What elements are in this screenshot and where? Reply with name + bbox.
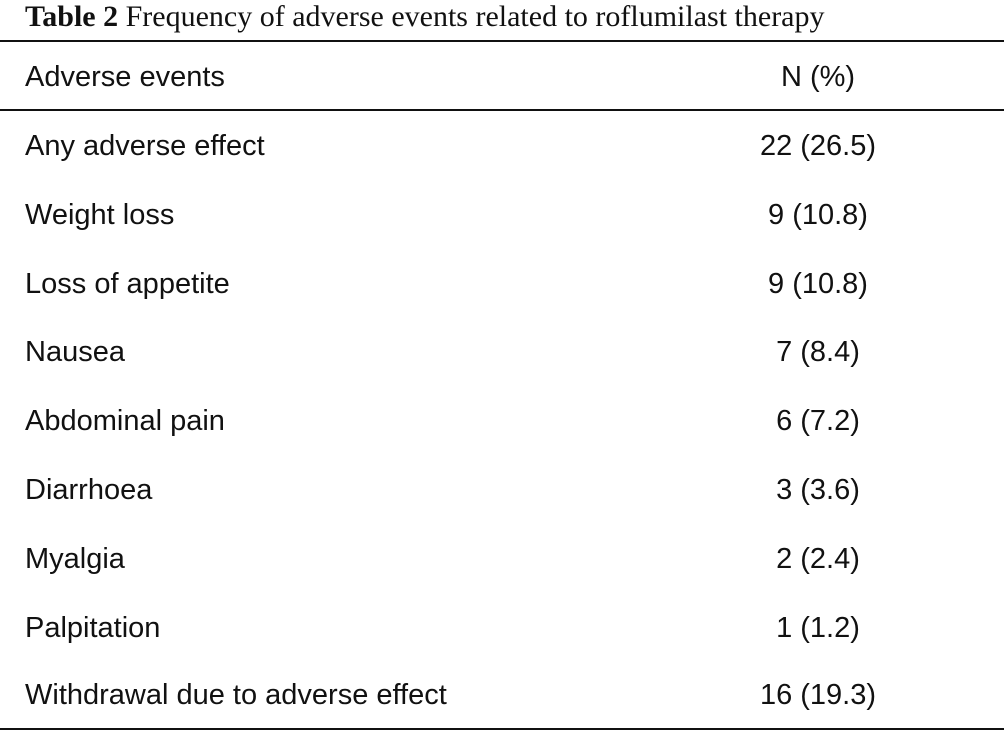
row-event-label: Any adverse effect (25, 130, 265, 162)
table-caption: Table 2 Frequency of adverse events rela… (25, 0, 825, 36)
table-row: Weight loss 9 (10.8) (0, 190, 1004, 240)
row-event-value: 9 (10.8) (768, 268, 868, 300)
table-row: Any adverse effect 22 (26.5) (0, 121, 1004, 171)
table-top-rule (0, 40, 1004, 42)
table-header-row: Adverse events N (%) (0, 52, 1004, 102)
table-row: Loss of appetite 9 (10.8) (0, 259, 1004, 309)
table-bottom-rule (0, 728, 1004, 730)
row-event-value: 6 (7.2) (776, 405, 860, 437)
row-event-value: 7 (8.4) (776, 336, 860, 368)
row-event-value: 2 (2.4) (776, 543, 860, 575)
table-row: Nausea 7 (8.4) (0, 327, 1004, 377)
row-event-value: 16 (19.3) (759, 679, 877, 711)
table-row: Withdrawal due to adverse effect 16 (19.… (0, 670, 1004, 720)
table-header-rule (0, 109, 1004, 111)
row-event-value: 22 (26.5) (759, 130, 877, 162)
row-event-label: Weight loss (25, 199, 175, 231)
table-row: Myalgia 2 (2.4) (0, 534, 1004, 584)
header-n-percent: N (%) (780, 61, 856, 93)
row-event-label: Abdominal pain (25, 405, 225, 437)
header-adverse-events: Adverse events (25, 61, 225, 93)
row-event-value: 1 (1.2) (776, 612, 860, 644)
table-caption-label: Table 2 (25, 0, 119, 33)
table-row: Diarrhoea 3 (3.6) (0, 465, 1004, 515)
row-event-label: Loss of appetite (25, 268, 230, 300)
table-caption-text: Frequency of adverse events related to r… (125, 0, 825, 33)
row-event-value: 3 (3.6) (776, 474, 860, 506)
row-event-label: Myalgia (25, 543, 125, 575)
row-event-value: 9 (10.8) (768, 199, 868, 231)
row-event-label: Withdrawal due to adverse effect (25, 679, 447, 711)
row-event-label: Diarrhoea (25, 474, 153, 506)
row-event-label: Nausea (25, 336, 125, 368)
table-row: Abdominal pain 6 (7.2) (0, 396, 1004, 446)
row-event-label: Palpitation (25, 612, 161, 644)
table-row: Palpitation 1 (1.2) (0, 603, 1004, 653)
